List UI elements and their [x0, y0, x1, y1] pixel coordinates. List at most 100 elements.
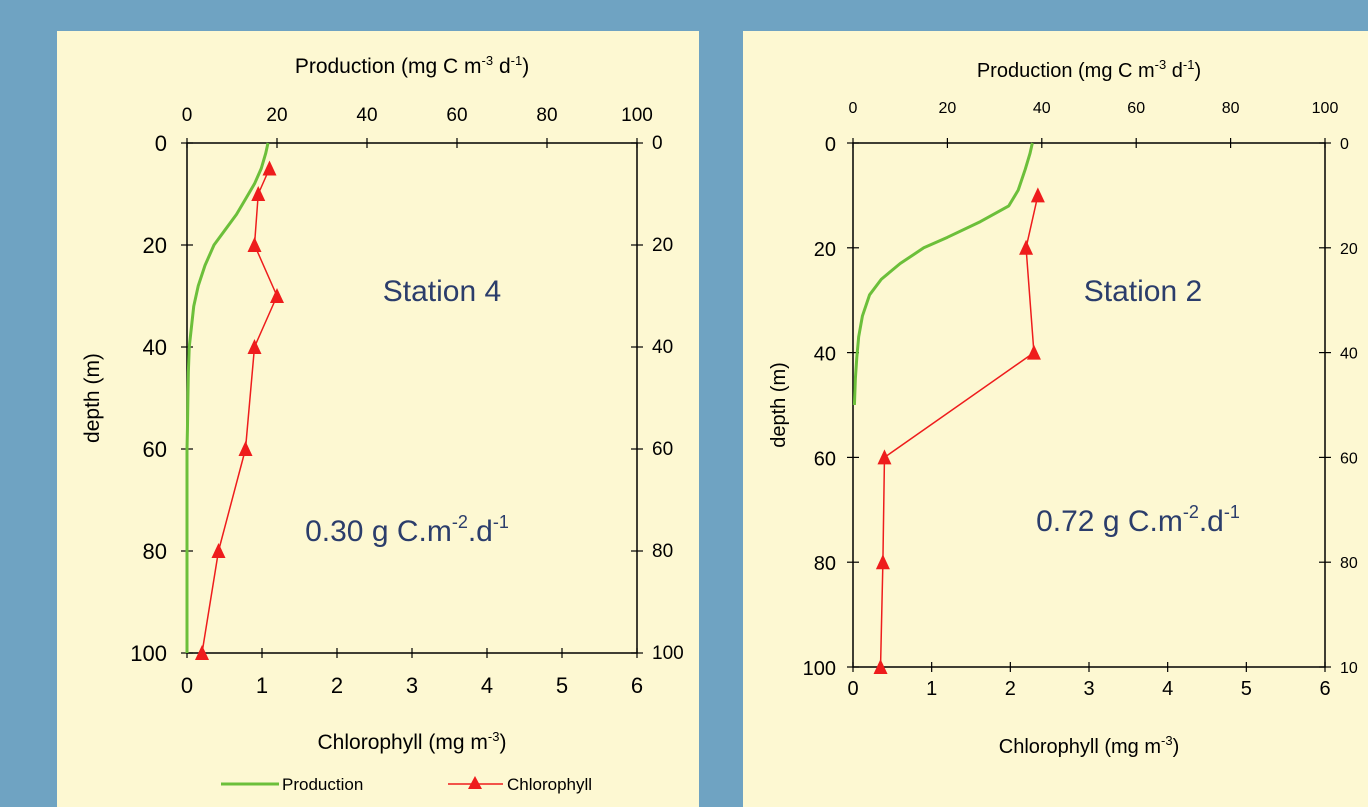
integrated-mid: .d [468, 515, 493, 548]
chart-panel-station-2: 0 20 40 60 80 100 0 1 2 3 4 5 6 0 20 40 60 80 100 0 20 40 60 80… [743, 31, 1368, 807]
integrated-sup: -1 [493, 512, 509, 532]
top-axis-title-end: ) [522, 55, 529, 78]
top-axis-title-sup: -1 [1183, 57, 1195, 72]
left-axis-tick-label: 20 [143, 233, 167, 258]
bottom-axis-tick-label: 5 [1241, 678, 1252, 700]
bottom-axis-tick-label: 4 [1162, 678, 1173, 700]
top-axis-tick-label: 80 [536, 105, 557, 126]
bottom-axis-tick-label: 0 [847, 678, 858, 700]
top-axis-tick-label: 40 [1033, 100, 1051, 117]
right-axis-tick-label: 60 [1340, 450, 1358, 467]
top-axis-tick-label: 0 [849, 100, 858, 117]
bottom-axis-title-text: Chlorophyll (mg m [999, 736, 1161, 758]
top-axis-tick-label: 100 [1312, 100, 1339, 117]
right-axis-tick-label: 0 [652, 133, 663, 154]
integrated-production-label: 0.72 g C.m-2.d-1 [1036, 502, 1240, 538]
top-axis-title-mid: d [1166, 60, 1183, 82]
integrated-sup: -1 [1224, 502, 1240, 522]
bottom-axis-title: Chlorophyll (mg m-3) [318, 729, 507, 754]
integrated-mid: .d [1199, 505, 1224, 538]
chlorophyll-line [201, 168, 278, 654]
right-axis-tick-label: 100 [652, 643, 684, 664]
chlorophyll-point [262, 160, 277, 176]
chlorophyll-point [211, 543, 226, 558]
station-label: Station 2 [1084, 275, 1202, 308]
bottom-axis-tick-label: 6 [1319, 678, 1330, 700]
left-axis-tick-label: 100 [130, 641, 167, 666]
left-axis-tick-label: 80 [143, 539, 167, 564]
bottom-axis-tick-label: 2 [331, 673, 343, 698]
bottom-axis-title-sup: -3 [1161, 733, 1173, 748]
chlorophyll-point [1030, 187, 1045, 203]
bottom-axis-tick-label: 0 [181, 673, 193, 698]
integrated-sup: -2 [452, 512, 468, 532]
left-axis-tick-label: 40 [143, 335, 167, 360]
left-axis-title: depth (m) [768, 362, 790, 448]
plot-frame [852, 142, 1326, 668]
top-axis-tick-label: 20 [266, 105, 287, 126]
top-axis-tick-label: 0 [182, 105, 193, 126]
right-axis-tick-label: 20 [652, 235, 673, 256]
bottom-axis-tick-label: 6 [631, 673, 643, 698]
left-axis-tick-label: 0 [825, 134, 836, 156]
right-axis-tick-label: 0 [1340, 136, 1349, 153]
integrated-production-label: 0.30 g C.m-2.d-1 [305, 512, 509, 548]
left-axis-tick-label: 60 [814, 448, 836, 470]
top-axis-title-end: ) [1194, 60, 1201, 82]
right-axis-tick-label: 20 [1340, 241, 1358, 258]
bottom-axis-tick-label: 3 [406, 673, 418, 698]
left-axis-tick-label: 0 [155, 131, 167, 156]
right-axis-tick-label: 40 [652, 337, 673, 358]
legend-chlorophyll-marker [468, 776, 482, 789]
bottom-axis-tick-label: 3 [1083, 678, 1094, 700]
chlorophyll-point [875, 554, 890, 570]
top-axis-tick-label: 60 [1127, 100, 1145, 117]
chlorophyll-point [247, 237, 262, 252]
bottom-axis-title-text: Chlorophyll (mg m [318, 731, 488, 754]
right-axis-tick-label: 80 [652, 541, 673, 562]
chlorophyll-point [270, 288, 284, 303]
legend-production-label: Production [282, 775, 363, 794]
right-axis-tick-label: 80 [1340, 555, 1358, 572]
top-axis-tick-label: 80 [1222, 100, 1240, 117]
top-axis-tick-label: 100 [621, 105, 653, 126]
top-axis-tick-label: 20 [939, 100, 957, 117]
station-label: Station 4 [383, 275, 501, 308]
chlorophyll-point [238, 441, 253, 456]
left-axis-tick-label: 80 [814, 553, 836, 575]
left-axis-tick-label: 60 [143, 437, 167, 462]
plot-frame [186, 142, 638, 654]
bottom-axis-tick-label: 1 [926, 678, 937, 700]
chart-panel-station-4: 0 20 40 60 80 100 0 1 2 3 4 5 6 0 20 40 60 80 100 0 20 40 60 80… [57, 31, 699, 807]
top-axis-title: Production (mg C m-3 d-1) [295, 53, 529, 78]
left-axis-tick-label: 40 [814, 344, 836, 366]
integrated-sup: -2 [1183, 502, 1199, 522]
bottom-axis-tick-label: 5 [556, 673, 568, 698]
top-axis-title-sup: -1 [511, 53, 523, 68]
top-axis-title-sup: -3 [1155, 57, 1167, 72]
bottom-axis-tick-label: 4 [481, 673, 493, 698]
bottom-axis-tick-label: 2 [1005, 678, 1016, 700]
integrated-prefix: 0.72 g C.m [1036, 505, 1183, 538]
bottom-axis-title: Chlorophyll (mg m-3) [999, 733, 1180, 758]
top-axis-title: Production (mg C m-3 d-1) [977, 57, 1201, 82]
bottom-axis-title-end: ) [1173, 736, 1180, 758]
chlorophyll-line [879, 195, 1039, 668]
chlorophyll-point [873, 659, 888, 674]
left-axis-tick-label: 100 [803, 658, 836, 680]
top-axis-title-text: Production (mg C m [977, 60, 1155, 82]
right-axis-tick-label: 60 [652, 439, 673, 460]
legend-chlorophyll-label: Chlorophyll [507, 775, 592, 794]
chlorophyll-point [1026, 344, 1041, 360]
bottom-axis-title-sup: -3 [488, 729, 500, 744]
chlorophyll-point [195, 645, 209, 660]
top-axis-title-mid: d [493, 55, 511, 78]
production-line [185, 142, 270, 653]
chlorophyll-point [877, 449, 892, 465]
top-axis-title-sup: -3 [482, 53, 494, 68]
top-axis-tick-label: 40 [356, 105, 377, 126]
bottom-axis-tick-label: 1 [256, 673, 268, 698]
left-axis-tick-label: 20 [814, 239, 836, 261]
